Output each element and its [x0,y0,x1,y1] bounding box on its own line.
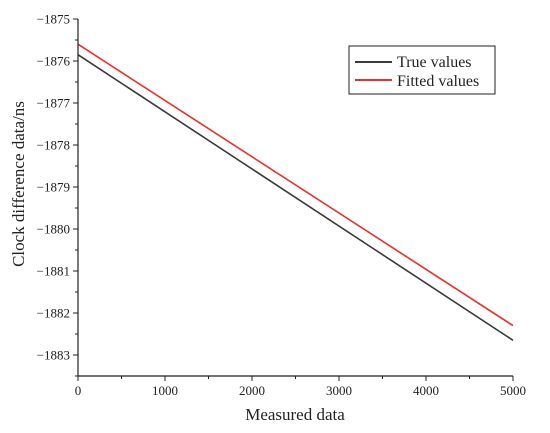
legend-box [348,45,496,95]
y-axis-title: Clock difference data/ns [9,101,28,267]
x-axis-title: Measured data [245,405,345,424]
y-tick-label: −1879 [37,180,70,195]
y-tick-label: −1883 [37,348,70,363]
legend-label-fitted-values: Fitted values [397,73,479,90]
y-tick-label: −1880 [37,222,70,237]
y-tick-label: −1877 [37,96,71,111]
x-tick-label: 2000 [239,383,265,398]
x-tick-label: 1000 [152,383,178,398]
x-axis-ticks: 0 1000 2000 3000 4000 5000 [75,376,526,398]
x-tick-label: 5000 [500,383,526,398]
x-tick-label: 0 [75,383,82,398]
x-tick-label: 3000 [326,383,352,398]
series-line-fitted-values [77,43,514,327]
legend: True values Fitted values [348,45,496,95]
y-tick-label: −1881 [37,264,70,279]
y-axis-ticks: −1875 −1876 −1877 −1878 −1879 −1880 −1881 −1882… [37,12,78,377]
plot-area [77,19,514,377]
series-line-true-values [77,54,514,341]
y-tick-label: −1875 [37,12,70,27]
legend-label-true-values: True values [397,54,472,71]
y-tick-label: −1882 [37,306,70,321]
y-tick-label: −1876 [37,54,71,69]
x-tick-label: 4000 [413,383,439,398]
y-tick-label: −1878 [37,138,70,153]
